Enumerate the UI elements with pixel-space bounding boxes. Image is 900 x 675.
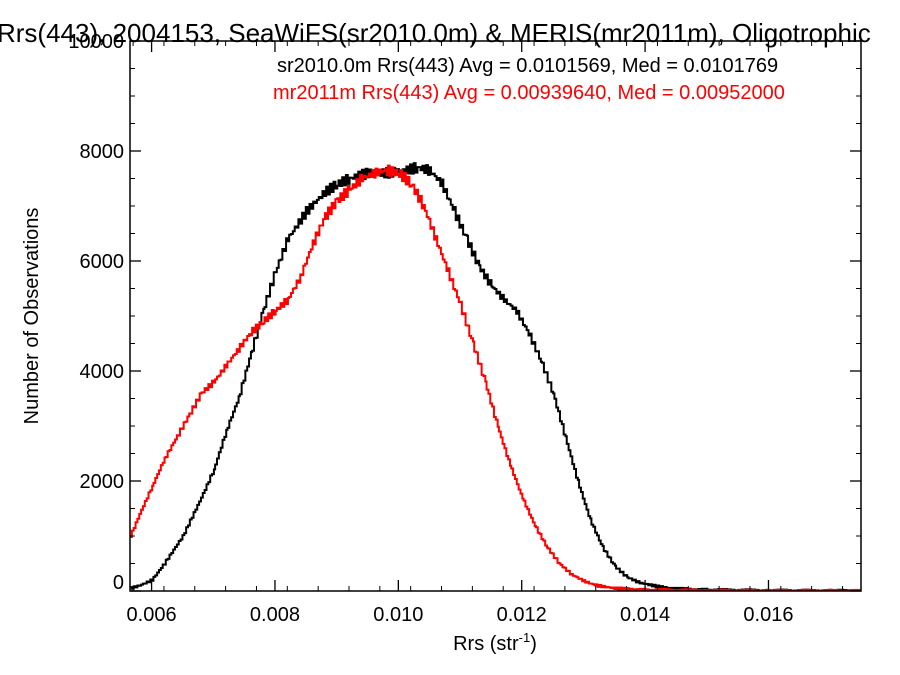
plot-area [130, 162, 861, 591]
series-annotation-mr2011: mr2011m Rrs(443) Avg = 0.00939640, Med =… [273, 82, 785, 104]
y-axis-label: Number of Observations [21, 208, 43, 425]
x-tick-label: 0.014 [620, 604, 670, 626]
series-line-mr2011 [130, 164, 861, 591]
plot-frame [129, 40, 862, 592]
x-tick-label: 0.016 [743, 604, 793, 626]
series-line-sr2010 [130, 162, 861, 591]
y-tick-label: 4000 [80, 361, 125, 383]
y-tick-label: 6000 [80, 251, 125, 273]
y-tick-label: 0 [113, 572, 124, 594]
axis-ticks: 0.006 0.008 0.010 0.012 0.014 0.016 0 2000 4000 6… [68, 31, 861, 626]
x-tick-label: 0.012 [497, 604, 547, 626]
y-tick-label: 8000 [80, 141, 125, 163]
x-tick-label: 0.006 [127, 604, 177, 626]
y-tick-label: 2000 [80, 471, 125, 493]
x-tick-label: 0.008 [250, 604, 300, 626]
y-tick-label: 10000 [68, 31, 124, 53]
x-axis-label: Rrs (str-1) [453, 630, 537, 655]
chart-title: Rrs(443), 2004153, SeaWiFS(sr2010.0m) & … [0, 18, 871, 48]
x-tick-label: 0.010 [373, 604, 423, 626]
series-annotation-sr2010: sr2010.0m Rrs(443) Avg = 0.0101569, Med … [277, 55, 778, 77]
